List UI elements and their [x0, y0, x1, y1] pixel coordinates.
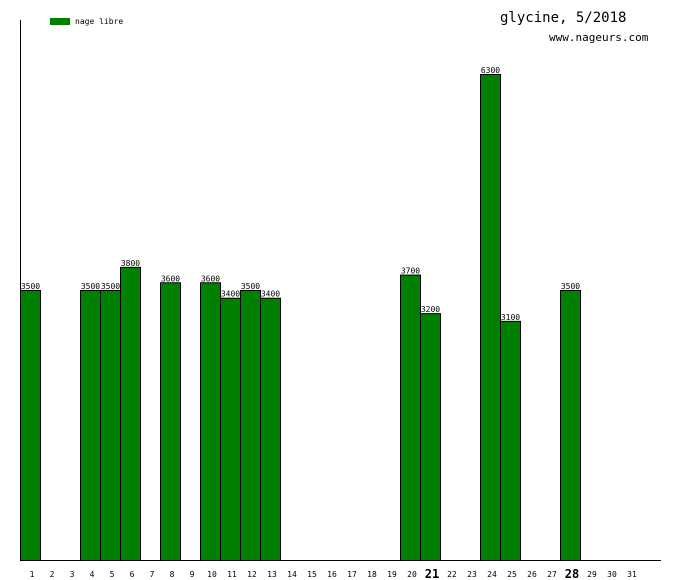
data-label-day-8: 3600	[161, 274, 180, 283]
bar-day-4	[80, 290, 101, 561]
data-label-day-20: 3700	[401, 267, 420, 276]
x-tick-label-19: 19	[387, 570, 397, 579]
data-label-day-6: 3800	[121, 259, 140, 268]
x-tick-label-31: 31	[627, 570, 637, 579]
data-label-day-11: 3400	[221, 290, 240, 299]
x-tick-label-17: 17	[347, 570, 357, 579]
x-tick-label-29: 29	[587, 570, 597, 579]
x-tick-label-12: 12	[247, 570, 257, 579]
bar-day-13	[260, 297, 281, 561]
x-tick-label-24: 24	[487, 570, 497, 579]
x-tick-label-9: 9	[190, 570, 195, 579]
data-label-day-13: 3400	[261, 290, 280, 299]
x-tick-label-23: 23	[467, 570, 477, 579]
bar-day-8	[160, 282, 181, 561]
x-tick-label-18: 18	[367, 570, 377, 579]
bar-day-12	[240, 290, 261, 561]
x-tick-label-1: 1	[30, 570, 35, 579]
x-tick-label-7: 7	[150, 570, 155, 579]
x-tick-label-4: 4	[90, 570, 95, 579]
bar-day-20	[400, 274, 421, 561]
data-label-day-24: 6300	[481, 66, 500, 75]
x-tick-label-6: 6	[130, 570, 135, 579]
x-tick-label-10: 10	[207, 570, 217, 579]
bar-day-11	[220, 297, 241, 561]
x-tick-label-26: 26	[527, 570, 537, 579]
chart-title: glycine, 5/2018	[500, 10, 627, 26]
bar-day-28	[560, 290, 581, 561]
x-tick-label-22: 22	[447, 570, 457, 579]
x-tick-label-16: 16	[327, 570, 337, 579]
x-tick-label-13: 13	[267, 570, 277, 579]
bar-day-21	[420, 313, 441, 561]
bar-day-25	[500, 320, 521, 561]
legend-swatch	[50, 18, 70, 25]
legend-label: nage libre	[75, 17, 124, 26]
data-label-day-1: 3500	[21, 282, 40, 291]
chart-subtitle: www.nageurs.com	[549, 31, 649, 44]
data-label-day-12: 3500	[241, 282, 260, 291]
x-tick-label-25: 25	[507, 570, 517, 579]
x-tick-label-15: 15	[307, 570, 317, 579]
legend: nage libre	[50, 17, 123, 26]
x-tick-label-27: 27	[547, 570, 557, 579]
data-label-day-28: 3500	[561, 282, 580, 291]
x-tick-label-14: 14	[287, 570, 297, 579]
x-tick-label-30: 30	[607, 570, 617, 579]
bar-day-6	[120, 266, 141, 561]
x-tick-label-11: 11	[227, 570, 237, 579]
x-tick-label-2: 2	[50, 570, 55, 579]
x-tick-label-3: 3	[70, 570, 75, 579]
bar-day-5	[100, 290, 121, 561]
data-label-day-4: 3500	[81, 282, 100, 291]
data-label-day-10: 3600	[201, 274, 220, 283]
bar-day-24	[480, 74, 501, 561]
bar-day-1	[20, 290, 41, 561]
bar-day-10	[200, 282, 221, 561]
x-tick-label-5: 5	[110, 570, 115, 579]
data-label-day-25: 3100	[501, 313, 520, 322]
x-tick-label-21: 21	[425, 567, 439, 580]
x-tick-label-20: 20	[407, 570, 417, 579]
x-tick-label-28: 28	[565, 567, 579, 580]
x-tick-label-8: 8	[170, 570, 175, 579]
data-label-day-5: 3500	[101, 282, 120, 291]
data-label-day-21: 3200	[421, 305, 440, 314]
